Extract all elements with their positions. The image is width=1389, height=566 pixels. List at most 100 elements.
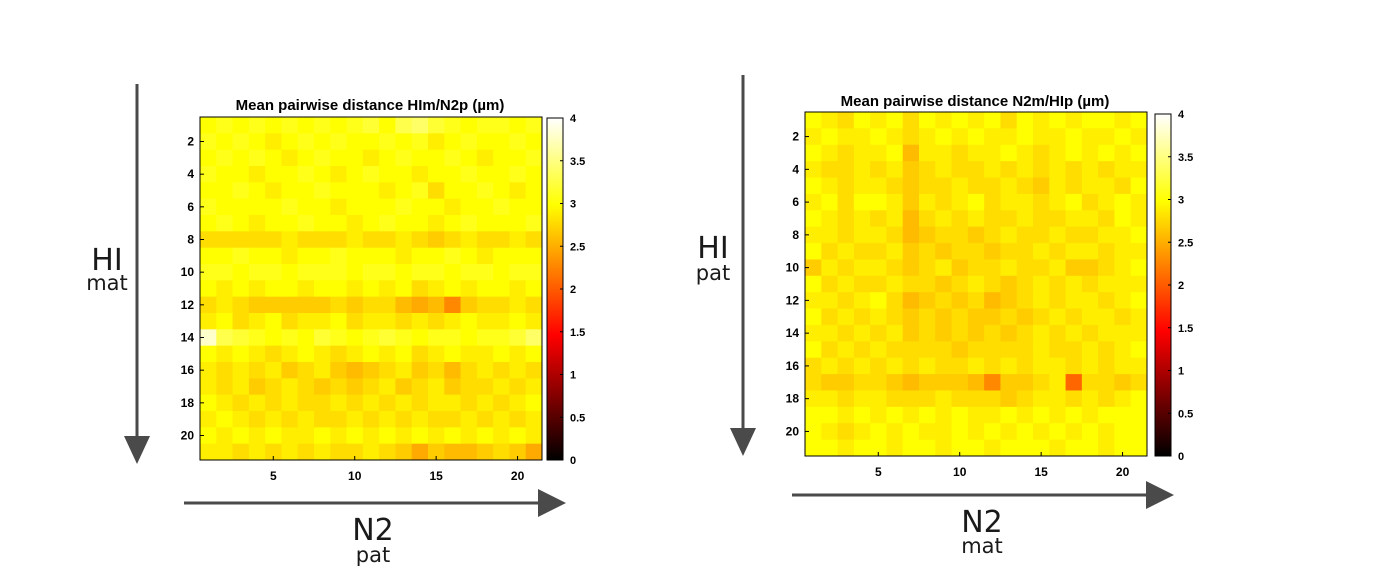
x-tick-label: 15 [1034, 465, 1048, 479]
heatmap-cell [525, 378, 543, 396]
heatmap-cell [248, 329, 266, 347]
heatmap-cell [1065, 292, 1083, 309]
heatmap-cell [984, 390, 1001, 408]
heatmap-cell [297, 182, 315, 200]
heatmap-cell [870, 324, 887, 342]
heatmap-cell [509, 411, 527, 428]
heatmap-cell [493, 264, 510, 281]
heatmap-cell [314, 443, 331, 461]
heatmap-cell [984, 341, 1001, 359]
heatmap-cell [1016, 374, 1034, 391]
heatmap-cell [493, 313, 510, 330]
heatmap-cell [1000, 226, 1018, 244]
heatmap-cell [919, 243, 936, 260]
heatmap-cell [951, 423, 969, 441]
heatmap-cell [853, 210, 871, 228]
heatmap-cell [853, 259, 871, 277]
heatmap-cell [1098, 144, 1115, 162]
heatmap-panel-right: HI pat N2 mat Mean pairwise distance N2m… [696, 75, 1193, 558]
heatmap-cell [297, 166, 315, 183]
heatmap-cell [460, 280, 478, 298]
heatmap-cell [1065, 324, 1083, 342]
heatmap-cell [805, 128, 822, 146]
heatmap-cell [379, 313, 396, 330]
heatmap-cell [281, 411, 299, 428]
heatmap-cell [281, 443, 299, 461]
heatmap-cell [1049, 439, 1066, 457]
heatmap-cell [951, 259, 969, 277]
colorbar-ticks-right: 0 0.5 1 1.5 2 2.5 3 3.5 4 [1168, 109, 1193, 463]
colorbar-tick-label: 3 [1178, 195, 1184, 207]
heatmap-cell [346, 345, 364, 363]
heatmap-cell [281, 394, 299, 412]
heatmap-cell [1114, 259, 1132, 277]
heatmap-cell [1049, 406, 1066, 424]
heatmap-cell [967, 374, 985, 391]
heatmap-cell [297, 215, 315, 232]
heatmap-cell [1033, 226, 1050, 244]
heatmap-cell [395, 264, 413, 281]
x-tick-label: 10 [953, 465, 967, 479]
heatmap-cell [902, 259, 920, 277]
heatmap-cell [314, 296, 331, 314]
heatmap-cell [853, 324, 871, 342]
heatmap-cell [1098, 406, 1115, 424]
heatmap-cell [200, 264, 217, 281]
heatmap-cell [1098, 112, 1115, 129]
heatmap-cell [935, 341, 952, 359]
colorbar-tick-label: 2.5 [1178, 237, 1193, 249]
heatmap-cell [265, 313, 282, 330]
heatmap-cell [1114, 292, 1132, 309]
col-axis-label-main: N2 [961, 505, 1003, 540]
heatmap-cell [476, 182, 494, 200]
heatmap-cell [428, 443, 445, 461]
heatmap-cell [853, 243, 871, 260]
heatmap-cell [837, 292, 855, 309]
heatmap-cell [1065, 259, 1083, 277]
heatmap-cell [886, 210, 904, 228]
heatmap-cell [525, 427, 543, 445]
heatmap-cell [248, 166, 266, 183]
heatmap-cell [444, 198, 461, 216]
heatmap-cell [216, 280, 233, 298]
heatmap-cell [509, 166, 527, 183]
heatmap-cell [853, 423, 871, 441]
y-tick-label: 14 [786, 326, 800, 340]
heatmap-cell [281, 231, 299, 249]
heatmap-cell [509, 264, 527, 281]
heatmap-cell [1114, 439, 1132, 457]
heatmap-cell [1000, 390, 1018, 408]
heatmap-cell [821, 308, 838, 326]
heatmap-cell [1065, 161, 1083, 178]
heatmap-cell [984, 357, 1001, 375]
heatmap-cell [200, 280, 217, 298]
heatmap-cell [428, 378, 445, 396]
heatmap-cell [444, 411, 461, 428]
heatmap-cell [837, 324, 855, 342]
heatmap-cell [509, 149, 527, 167]
heatmap-cell [821, 226, 838, 244]
heatmap-cell [853, 308, 871, 326]
heatmap-cell [216, 394, 233, 412]
heatmap-cell [476, 443, 494, 461]
heatmap-cell [493, 215, 510, 232]
heatmap-cell [951, 406, 969, 424]
heatmap-cell [1033, 390, 1050, 408]
heatmap-cell [967, 193, 985, 211]
heatmap-cell [1016, 275, 1034, 293]
heatmap-cell [428, 296, 445, 314]
heatmap-cell [428, 133, 445, 151]
heatmap-cell [1114, 243, 1132, 260]
heatmap-cell [919, 112, 936, 129]
heatmap-cell [870, 193, 887, 211]
heatmap-cell [919, 177, 936, 195]
heatmap-cell [935, 374, 952, 391]
heatmap-cell [870, 406, 887, 424]
colorbar-tick-label: 0 [1178, 451, 1184, 463]
heatmap-cell [1016, 308, 1034, 326]
heatmap-cell [886, 423, 904, 441]
heatmap-cell [525, 133, 543, 151]
heatmap-cell [1049, 292, 1066, 309]
heatmap-cell [525, 443, 543, 461]
colorbar-tick-label: 0.5 [570, 412, 585, 424]
